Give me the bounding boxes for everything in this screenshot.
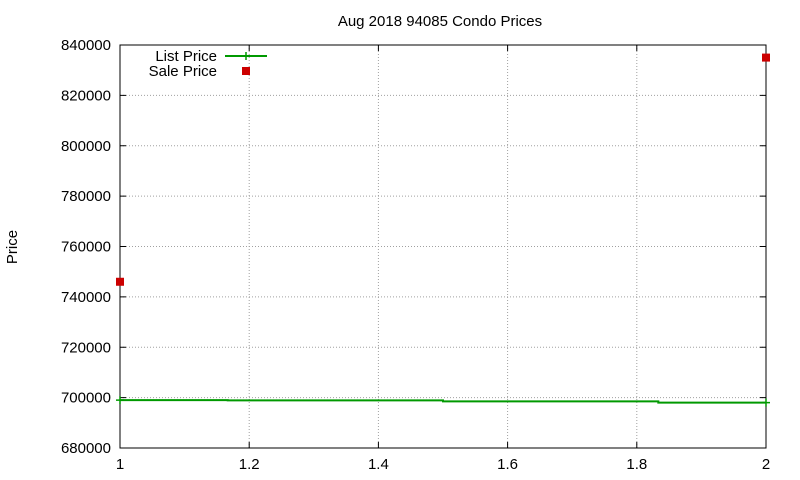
y-tick-label: 720000 xyxy=(61,339,111,356)
y-tick-label: 800000 xyxy=(61,138,111,155)
y-tick-label: 740000 xyxy=(61,289,111,306)
list-price-point xyxy=(116,396,124,405)
x-tick-label: 1.2 xyxy=(239,456,260,473)
list-price-point xyxy=(762,398,770,407)
y-tick-label: 760000 xyxy=(61,239,111,256)
ticks: 1 1.2 1.4 1.6 1.8 2 680000 700000 720000 740000 76… xyxy=(61,37,770,473)
y-tick-label: 820000 xyxy=(61,87,111,104)
x-tick-label: 2 xyxy=(762,456,770,473)
x-tick-label: 1.8 xyxy=(626,456,647,473)
grid xyxy=(120,45,766,448)
x-tick-label: 1 xyxy=(116,456,124,473)
legend-marker-sample xyxy=(242,67,250,75)
legend-label: List Price xyxy=(155,48,217,65)
y-tick-label: 680000 xyxy=(61,440,111,457)
y-tick-label: 840000 xyxy=(61,37,111,54)
legend-point-sample xyxy=(242,52,250,60)
chart-title: Aug 2018 94085 Condo Prices xyxy=(338,13,542,30)
list-price-line xyxy=(120,399,766,404)
series-layer xyxy=(116,53,770,407)
sale-price-point xyxy=(762,53,770,62)
sale-price-point xyxy=(116,277,124,286)
x-tick-label: 1.6 xyxy=(497,456,518,473)
y-tick-label: 780000 xyxy=(61,188,111,205)
legend-label: Sale Price xyxy=(149,63,217,80)
y-axis-label: Price xyxy=(4,230,21,264)
y-tick-label: 700000 xyxy=(61,390,111,407)
x-tick-label: 1.4 xyxy=(368,456,389,473)
